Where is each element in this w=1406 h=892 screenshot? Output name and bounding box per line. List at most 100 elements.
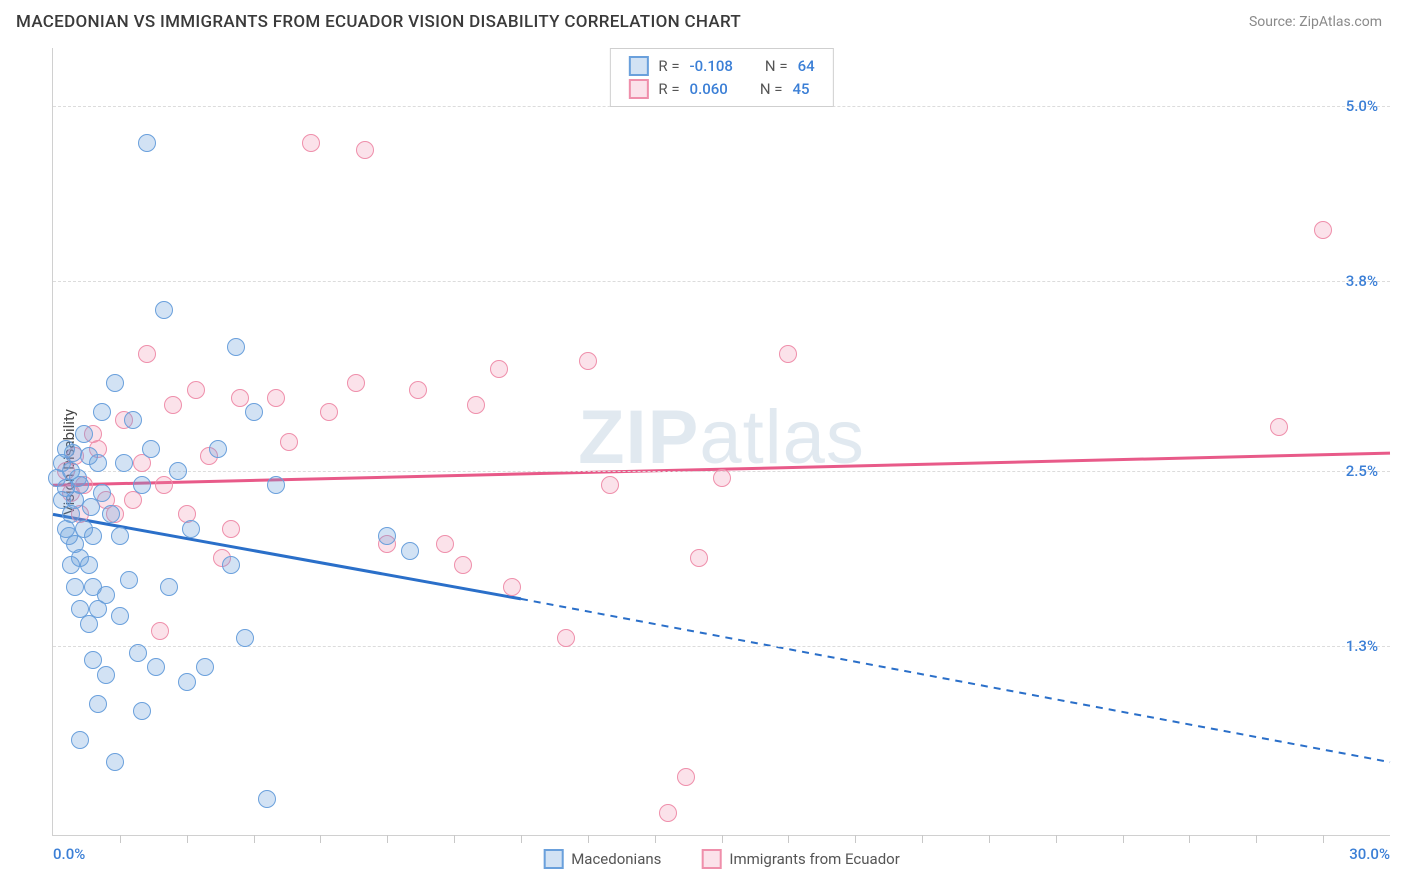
data-point	[71, 731, 89, 749]
data-point	[378, 527, 396, 545]
data-point	[102, 505, 120, 523]
y-tick-label: 1.3%	[1346, 637, 1378, 655]
x-tick-mark	[722, 835, 723, 843]
x-tick-mark	[1189, 835, 1190, 843]
y-tick-label: 2.5%	[1346, 462, 1378, 480]
data-point	[1270, 418, 1288, 436]
data-point	[320, 403, 338, 421]
data-point	[490, 360, 508, 378]
data-point	[302, 134, 320, 152]
data-point	[57, 479, 75, 497]
data-point	[84, 527, 102, 545]
chart-source: Source: ZipAtlas.com	[1249, 14, 1382, 30]
gridline	[53, 646, 1390, 647]
stats-legend: R = -0.108 N = 64 R = 0.060 N = 45	[609, 48, 833, 107]
data-point	[111, 527, 129, 545]
x-tick-mark	[989, 835, 990, 843]
data-point	[503, 578, 521, 596]
x-tick-mark	[855, 835, 856, 843]
data-point	[97, 491, 115, 509]
data-point	[93, 484, 111, 502]
data-point	[222, 520, 240, 538]
data-point	[124, 411, 142, 429]
data-point	[187, 381, 205, 399]
data-point	[120, 571, 138, 589]
data-point	[66, 535, 84, 553]
data-point	[60, 527, 78, 545]
data-point	[138, 345, 156, 363]
x-tick-mark	[187, 835, 188, 843]
chart-container: Vision Disability ZIPatlas R = -0.108 N …	[16, 48, 1390, 876]
x-tick-mark	[387, 835, 388, 843]
data-point	[124, 491, 142, 509]
stats-row-b: R = 0.060 N = 45	[628, 78, 814, 101]
data-point	[182, 520, 200, 538]
data-point	[84, 578, 102, 596]
data-point	[84, 651, 102, 669]
data-point	[66, 447, 84, 465]
data-point	[151, 622, 169, 640]
chart-title: MACEDONIAN VS IMMIGRANTS FROM ECUADOR VI…	[16, 12, 741, 32]
legend-swatch-b-icon	[701, 849, 721, 869]
data-point	[53, 491, 71, 509]
legend-item-b: Immigrants from Ecuador	[701, 849, 899, 869]
x-tick-mark	[454, 835, 455, 843]
data-point	[89, 695, 107, 713]
data-point	[80, 447, 98, 465]
data-point	[62, 556, 80, 574]
data-point	[66, 578, 84, 596]
data-point	[57, 520, 75, 538]
data-point	[378, 535, 396, 553]
data-point	[115, 411, 133, 429]
data-point	[227, 338, 245, 356]
data-point	[196, 658, 214, 676]
data-point	[164, 396, 182, 414]
data-point	[258, 790, 276, 808]
x-tick-mark	[120, 835, 121, 843]
data-point	[1314, 221, 1332, 239]
data-point	[454, 556, 472, 574]
x-tick-mark	[521, 835, 522, 843]
data-point	[267, 476, 285, 494]
data-point	[347, 374, 365, 392]
data-point	[579, 352, 597, 370]
data-point	[97, 586, 115, 604]
data-point	[155, 476, 173, 494]
data-point	[133, 702, 151, 720]
data-point	[213, 549, 231, 567]
data-point	[267, 389, 285, 407]
data-point	[779, 345, 797, 363]
data-point	[401, 542, 419, 560]
data-point	[142, 440, 160, 458]
swatch-b-icon	[628, 79, 648, 99]
data-point	[356, 141, 374, 159]
data-point	[89, 440, 107, 458]
data-point	[57, 440, 75, 458]
data-point	[200, 447, 218, 465]
data-point	[231, 389, 249, 407]
data-point	[106, 753, 124, 771]
x-tick-mark	[655, 835, 656, 843]
data-point	[106, 374, 124, 392]
data-point	[209, 440, 227, 458]
data-point	[222, 556, 240, 574]
series-legend: Macedonians Immigrants from Ecuador	[543, 849, 900, 869]
data-point	[75, 520, 93, 538]
y-tick-label: 3.8%	[1346, 272, 1378, 290]
data-point	[601, 476, 619, 494]
data-point	[71, 600, 89, 618]
x-tick-mark	[1123, 835, 1124, 843]
data-point	[106, 505, 124, 523]
x-tick-mark	[588, 835, 589, 843]
legend-item-a: Macedonians	[543, 849, 661, 869]
data-point	[160, 578, 178, 596]
data-point	[82, 498, 100, 516]
data-point	[659, 804, 677, 822]
data-point	[690, 549, 708, 567]
data-point	[64, 444, 82, 462]
x-tick-max: 30.0%	[1349, 845, 1390, 863]
data-point	[71, 476, 89, 494]
data-point	[66, 491, 84, 509]
data-point	[133, 476, 151, 494]
x-tick-mark	[320, 835, 321, 843]
